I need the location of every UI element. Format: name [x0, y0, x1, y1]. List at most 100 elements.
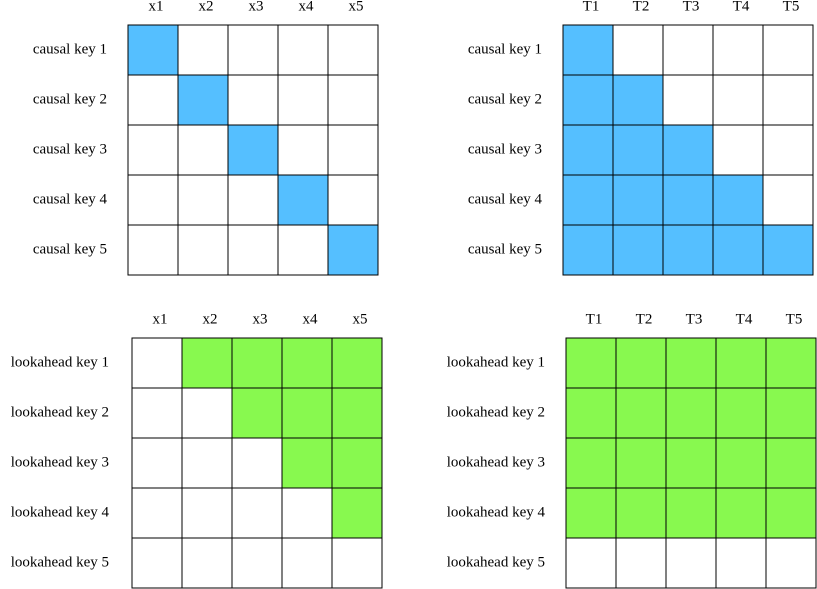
column-label: x2 — [199, 0, 214, 14]
cell — [127, 74, 179, 126]
row-label: lookahead key 2 — [11, 404, 109, 420]
cell — [762, 174, 814, 226]
row-label: causal key 1 — [33, 41, 107, 57]
column-label: x4 — [303, 311, 319, 327]
column-label: x1 — [149, 0, 164, 14]
cell — [562, 74, 614, 126]
cell — [331, 437, 383, 489]
cell — [131, 487, 183, 539]
cell — [327, 224, 379, 276]
cell — [765, 537, 817, 589]
row-label: causal key 4 — [468, 191, 543, 207]
cell — [562, 224, 614, 276]
row-label: lookahead key 4 — [11, 504, 110, 520]
cell — [281, 387, 333, 439]
row-label: lookahead key 2 — [447, 404, 545, 420]
cell — [277, 174, 329, 226]
row-label: lookahead key 5 — [447, 554, 545, 570]
cell — [281, 537, 333, 589]
column-label: x2 — [203, 311, 218, 327]
cell — [662, 74, 714, 126]
cell — [277, 24, 329, 76]
cell — [177, 74, 229, 126]
cell — [281, 337, 333, 389]
cell — [177, 124, 229, 176]
cell — [131, 537, 183, 589]
cell — [277, 224, 329, 276]
column-label: T5 — [783, 0, 800, 14]
cell — [762, 124, 814, 176]
column-label: x5 — [353, 311, 368, 327]
cell — [715, 437, 767, 489]
cell — [565, 387, 617, 439]
column-label: x1 — [153, 311, 168, 327]
cell — [177, 174, 229, 226]
cell — [762, 224, 814, 276]
cell — [177, 224, 229, 276]
cell — [565, 437, 617, 489]
cell — [231, 437, 283, 489]
row-label: causal key 1 — [468, 41, 542, 57]
cell — [665, 437, 717, 489]
cell — [715, 387, 767, 439]
cell — [181, 387, 233, 439]
cell — [231, 387, 283, 439]
row-label: causal key 2 — [468, 91, 542, 107]
cell — [562, 124, 614, 176]
cell — [565, 487, 617, 539]
row-label: causal key 5 — [468, 241, 542, 257]
cell — [615, 387, 667, 439]
cell — [181, 437, 233, 489]
cell — [665, 337, 717, 389]
cell — [327, 74, 379, 126]
column-label: x3 — [249, 0, 264, 14]
cell — [715, 487, 767, 539]
column-label: T5 — [786, 311, 803, 327]
cell — [615, 537, 667, 589]
cell — [765, 337, 817, 389]
cell — [331, 537, 383, 589]
column-label: T2 — [633, 0, 650, 14]
column-label: T2 — [636, 311, 653, 327]
cell — [281, 487, 333, 539]
cell — [765, 387, 817, 439]
row-label: lookahead key 5 — [11, 554, 109, 570]
cell — [765, 437, 817, 489]
cell — [565, 337, 617, 389]
cell — [127, 174, 179, 226]
cell — [665, 387, 717, 439]
cell — [612, 24, 664, 76]
cell — [281, 437, 333, 489]
row-label: causal key 3 — [33, 141, 107, 157]
cell — [615, 487, 667, 539]
cell — [231, 537, 283, 589]
cell — [612, 124, 664, 176]
column-label: T1 — [583, 0, 600, 14]
cell — [227, 124, 279, 176]
cell — [327, 24, 379, 76]
row-label: causal key 3 — [468, 141, 542, 157]
cell — [131, 387, 183, 439]
cell — [662, 224, 714, 276]
cell — [615, 337, 667, 389]
column-label: T4 — [733, 0, 750, 14]
column-label: T3 — [686, 311, 703, 327]
cell — [227, 224, 279, 276]
row-label: lookahead key 1 — [447, 354, 545, 370]
cell — [127, 224, 179, 276]
cell — [712, 224, 764, 276]
cell — [712, 24, 764, 76]
cell — [615, 437, 667, 489]
cell — [331, 387, 383, 439]
cell — [562, 24, 614, 76]
cell — [662, 24, 714, 76]
cell — [227, 74, 279, 126]
cell — [715, 337, 767, 389]
row-label: lookahead key 3 — [11, 454, 109, 470]
cell — [277, 124, 329, 176]
cell — [131, 437, 183, 489]
row-label: causal key 4 — [33, 191, 108, 207]
column-label: x4 — [299, 0, 315, 14]
cell — [665, 487, 717, 539]
cell — [331, 337, 383, 389]
